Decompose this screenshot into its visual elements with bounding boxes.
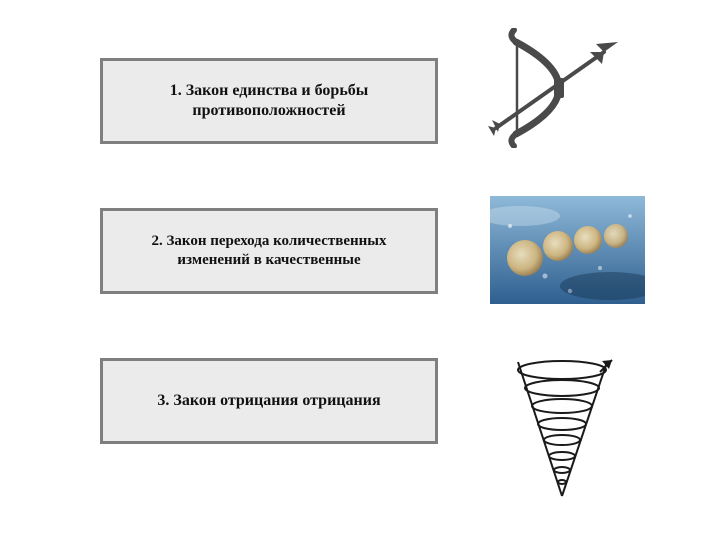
law-text-1: 1. Закон единства и борьбы противоположн…	[121, 81, 417, 121]
law-box-3: 3. Закон отрицания отрицания	[100, 358, 438, 444]
spiral-icon	[510, 354, 615, 504]
law-text-3: 3. Закон отрицания отрицания	[157, 391, 380, 411]
abstract-image-icon	[490, 196, 645, 304]
slide: 1. Закон единства и борьбы противоположн…	[0, 0, 720, 540]
law-box-2: 2. Закон перехода количественных изменен…	[100, 208, 438, 294]
bow-and-arrow-icon	[480, 28, 630, 148]
law-box-1: 1. Закон единства и борьбы противоположн…	[100, 58, 438, 144]
law-text-2: 2. Закон перехода количественных изменен…	[121, 232, 417, 270]
